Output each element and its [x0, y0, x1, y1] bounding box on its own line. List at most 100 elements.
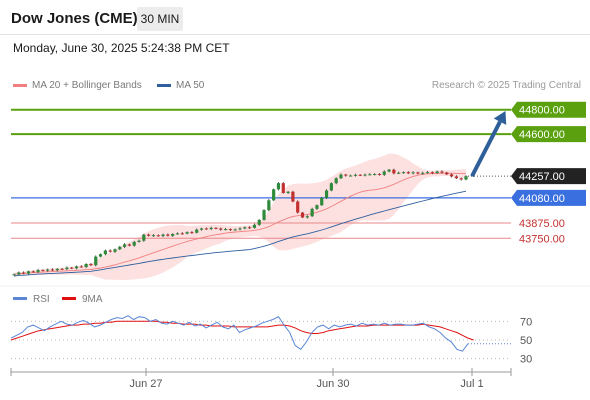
- arrow-head: [493, 111, 507, 125]
- candle-body: [267, 200, 271, 211]
- candle-body: [310, 208, 314, 217]
- candle-body: [50, 269, 55, 271]
- candle-body: [41, 270, 45, 272]
- candle-body: [46, 269, 50, 271]
- legend-ma20-label: MA 20 + Bollinger Bands: [32, 80, 142, 91]
- ma20-swatch: [13, 83, 27, 87]
- candle-body: [17, 272, 21, 275]
- candle-body: [430, 172, 434, 174]
- candle-body: [286, 191, 290, 193]
- candle-body: [180, 233, 184, 235]
- candle-body: [74, 266, 79, 269]
- bollinger-bands: [14, 153, 466, 281]
- candle-body: [416, 172, 420, 174]
- candle-body: [233, 229, 237, 231]
- candle-body: [199, 228, 204, 230]
- timeframe-badge[interactable]: 30 MIN: [137, 7, 183, 31]
- x-tick-label: Jul 1: [460, 378, 483, 390]
- candle-body: [315, 205, 319, 209]
- candle-body: [219, 228, 223, 230]
- candle-body: [324, 190, 329, 198]
- candle-body: [445, 172, 449, 175]
- candle-body: [108, 250, 112, 252]
- candle-body: [411, 172, 415, 174]
- candle-body: [339, 174, 343, 179]
- candle-body: [334, 178, 338, 184]
- level-label: 44080.00: [519, 193, 565, 205]
- candles: [12, 168, 468, 276]
- legend-ma50-label: MA 50: [176, 80, 205, 91]
- candle-body: [368, 174, 372, 176]
- candle-body: [151, 235, 156, 237]
- candle-body: [459, 178, 463, 180]
- instrument-title: Dow Jones (CME): [11, 10, 138, 27]
- candle-body: [440, 171, 444, 173]
- candle-body: [26, 271, 31, 274]
- candle-body: [252, 224, 257, 228]
- rsi-ma-swatch: [62, 297, 76, 300]
- candle-body: [296, 201, 300, 213]
- candle-body: [406, 172, 410, 174]
- rsi-panel: 70 50 30: [10, 315, 532, 366]
- candle-body: [204, 228, 208, 230]
- candle-body: [156, 235, 160, 237]
- candle-body: [161, 234, 165, 237]
- level-labels: 44800.00 44600.00 44257.00 44080.00 43875.00…: [511, 101, 586, 245]
- rsi-legend-label: RSI: [33, 294, 50, 305]
- candle-body: [122, 244, 127, 247]
- candle-body: [22, 272, 26, 274]
- candle-body: [272, 189, 276, 201]
- level-label: 43875.00: [519, 218, 565, 230]
- candle-body: [305, 216, 309, 218]
- candle-body: [449, 174, 454, 177]
- candle-body: [147, 234, 151, 236]
- credit-text: Research © 2025 Trading Central: [431, 80, 581, 91]
- candle-body: [425, 172, 430, 174]
- candle-body: [243, 227, 247, 229]
- candle-body: [238, 228, 242, 230]
- rsi-tick-label: 70: [520, 316, 532, 328]
- level-lines: [11, 108, 511, 239]
- rsi-line: [10, 315, 469, 352]
- candle-body: [166, 234, 170, 236]
- candle-body: [12, 274, 16, 276]
- level-label: 44600.00: [519, 129, 565, 141]
- rsi-swatch: [13, 297, 27, 300]
- candle-body: [79, 266, 83, 268]
- candle-body: [89, 263, 93, 266]
- candle-body: [300, 212, 305, 218]
- candle-body: [127, 244, 132, 246]
- candle-body: [185, 232, 189, 234]
- candle-body: [262, 210, 266, 220]
- candle-body: [214, 227, 218, 229]
- rsi-tick-label: 50: [520, 335, 532, 347]
- candle-body: [257, 219, 261, 225]
- candle-body: [65, 267, 69, 270]
- moving-averages: [13, 172, 467, 277]
- level-label: 43750.00: [519, 233, 565, 245]
- candle-body: [281, 183, 285, 193]
- level-tag-target: [511, 101, 586, 118]
- candle-body: [209, 227, 213, 230]
- candle-body: [36, 270, 40, 272]
- candle-body: [348, 175, 353, 177]
- candle-body: [387, 169, 391, 172]
- candle-body: [291, 191, 295, 202]
- header-divider: [0, 34, 590, 35]
- candle-body: [137, 240, 141, 242]
- legend-ma50: MA 50: [157, 80, 204, 91]
- candle-body: [84, 263, 88, 268]
- candle-body: [132, 241, 136, 246]
- candle-body: [276, 183, 281, 190]
- level-label: 44257.00: [519, 171, 565, 183]
- candle-body: [118, 246, 122, 250]
- candle-body: [421, 172, 425, 174]
- x-tick-label: Jun 27: [129, 378, 162, 390]
- candle-body: [248, 227, 252, 229]
- rsi-ma-legend-label: 9MA: [82, 294, 103, 305]
- candle-body: [98, 254, 103, 257]
- candle-body: [353, 174, 358, 176]
- ma50-line: [13, 190, 467, 277]
- candle-body: [358, 174, 362, 176]
